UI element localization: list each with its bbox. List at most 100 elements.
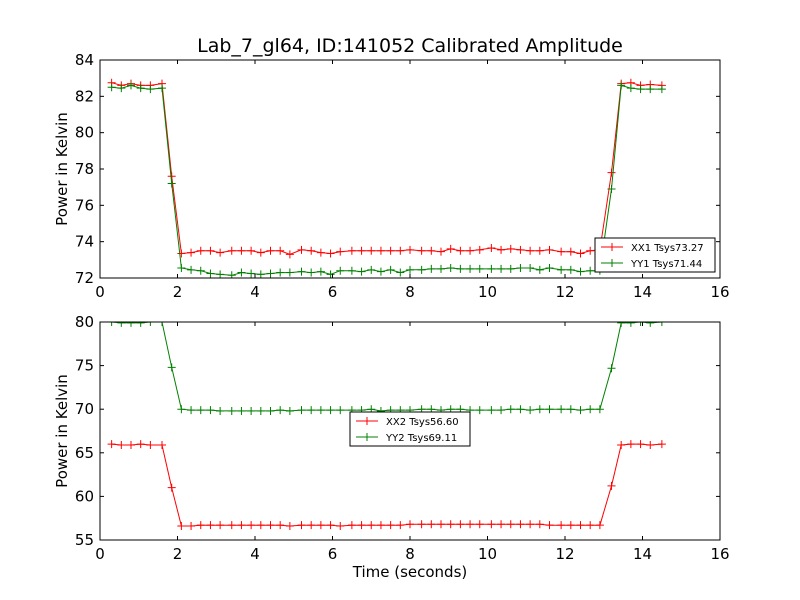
data-point — [396, 521, 405, 530]
data-point — [276, 521, 285, 530]
x-axis-label: Time (seconds) — [352, 563, 468, 581]
data-point — [266, 521, 275, 530]
data-point — [187, 265, 196, 274]
data-point — [367, 521, 376, 530]
data-point — [386, 246, 395, 255]
data-point — [456, 246, 465, 255]
data-point — [158, 84, 166, 93]
data-point — [297, 406, 306, 415]
data-point — [406, 245, 414, 254]
data-point — [475, 245, 484, 254]
data-point — [557, 247, 566, 256]
data-point — [297, 267, 306, 276]
legend-marker — [608, 243, 616, 251]
data-point — [316, 406, 325, 415]
data-point — [626, 440, 635, 449]
data-point — [576, 249, 585, 258]
data-point — [206, 521, 215, 530]
x-tick-label: 2 — [173, 283, 183, 301]
data-point — [326, 521, 335, 530]
data-point — [535, 265, 544, 274]
data-point — [497, 406, 506, 415]
y-tick-label: 55 — [75, 531, 94, 549]
data-point — [266, 246, 275, 255]
data-point — [266, 406, 275, 415]
data-point — [256, 270, 265, 278]
data-point — [427, 520, 436, 529]
data-point — [326, 270, 335, 278]
data-point — [566, 265, 575, 274]
data-point — [386, 521, 395, 530]
data-point — [595, 521, 604, 530]
data-point — [347, 266, 356, 275]
data-point — [107, 83, 116, 92]
data-point — [146, 440, 155, 449]
legend-box — [349, 411, 471, 447]
data-point — [396, 246, 405, 255]
data-point — [636, 85, 645, 94]
data-point — [576, 521, 585, 530]
data-point — [586, 521, 595, 530]
data-point — [456, 520, 465, 529]
data-point — [206, 246, 215, 255]
data-point — [357, 267, 366, 276]
data-point — [237, 521, 246, 530]
data-point — [487, 264, 496, 273]
x-tick-label: 12 — [555, 545, 574, 563]
data-point — [506, 405, 515, 414]
x-tick-label: 10 — [478, 283, 497, 301]
data-point — [516, 264, 525, 273]
data-point — [617, 440, 626, 449]
data-point — [646, 322, 655, 327]
data-point — [227, 406, 236, 415]
data-point — [586, 405, 595, 414]
data-point — [487, 520, 496, 529]
data-point — [167, 363, 176, 372]
x-tick-label: 6 — [328, 283, 338, 301]
data-point — [136, 322, 145, 327]
x-tick-label: 4 — [250, 283, 260, 301]
data-point — [307, 246, 316, 255]
legend: XX1 Tsys73.27 YY1 Tsys71.44 — [594, 237, 716, 273]
data-point — [545, 245, 554, 254]
y-tick-label: 80 — [75, 124, 94, 142]
data-point — [576, 267, 585, 276]
legend: XX2 Tsys56.60 YY2 Tsys69.11 — [349, 411, 471, 447]
data-point — [526, 246, 535, 255]
y-tick-label: 82 — [75, 87, 94, 105]
data-point — [545, 521, 554, 530]
data-point — [497, 264, 506, 273]
x-tick-label: 14 — [633, 545, 652, 563]
data-point — [456, 264, 465, 273]
data-point — [237, 246, 246, 255]
data-point — [247, 406, 256, 415]
data-point — [285, 268, 294, 277]
data-point — [326, 249, 335, 258]
data-point — [196, 406, 205, 415]
data-point — [646, 440, 655, 449]
y-tick-label: 60 — [75, 487, 94, 505]
data-point — [437, 247, 445, 256]
data-point — [177, 522, 186, 531]
data-point — [576, 406, 585, 415]
data-point — [127, 81, 135, 90]
data-point — [586, 266, 595, 275]
legend-label: YY1 Tsys71.44 — [630, 259, 702, 270]
data-point — [557, 265, 566, 274]
data-point — [107, 322, 116, 326]
data-point — [657, 85, 666, 94]
data-point — [516, 245, 525, 254]
data-point — [446, 264, 455, 273]
data-point — [285, 406, 294, 415]
data-point — [196, 266, 205, 275]
y-tick-label: 72 — [75, 269, 94, 287]
data-point — [466, 520, 475, 529]
data-point — [227, 246, 236, 255]
data-point — [206, 269, 215, 278]
data-point — [657, 440, 666, 449]
x-tick-label: 14 — [633, 283, 652, 301]
legend-label: XX2 Tsys56.60 — [386, 417, 459, 428]
data-point — [307, 268, 316, 277]
data-point — [427, 246, 436, 255]
data-point — [117, 440, 126, 449]
